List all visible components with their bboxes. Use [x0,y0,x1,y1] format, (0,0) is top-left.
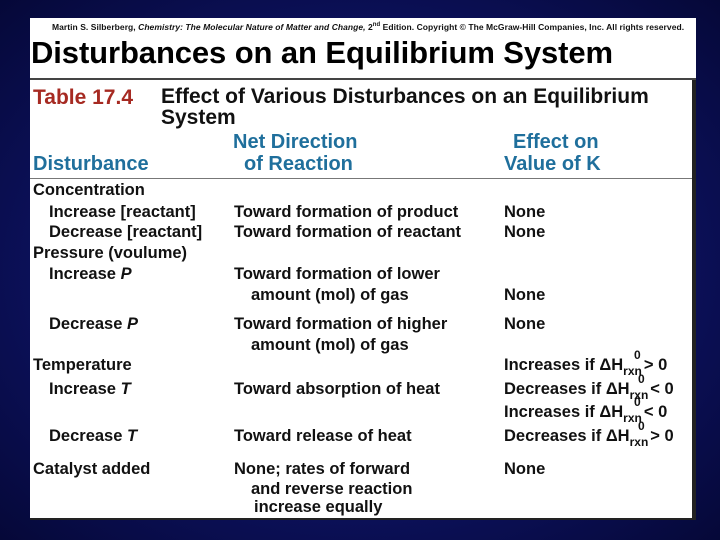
copyright-author: Martin S. Silberberg, [52,22,139,32]
row-decrease-reactant-direction: Toward formation of reactant [234,223,462,241]
row-decrease-reactant-effect: None [504,223,546,241]
table-label: Table 17.4 [33,86,133,109]
pressure-variable: P [120,265,132,283]
enthalpy-subscript: rxn [629,435,649,449]
row-pressure: Pressure (voulume) [33,244,188,262]
effect-text: Decreases if ΔH [504,427,630,445]
effect-text: Increases if ΔH [504,403,624,421]
row-decrease-temperature-direction: Toward release of heat [234,427,412,445]
row-decrease-temperature: Decrease T [49,426,137,446]
pressure-variable: P [127,315,139,333]
temperature-effect-2: Decreases if ΔHrxn 0 < 0 [504,372,674,405]
decrease-pressure-label: Decrease [49,315,123,333]
row-increase-pressure-effect: None [504,286,546,304]
effect-text: Decreases if ΔH [504,380,630,398]
temperature-effect-4: Decreases if ΔHrxn 0 > 0 [504,419,674,452]
temperature-variable: T [127,427,138,445]
row-increase-reactant-effect: None [504,203,546,221]
increase-temperature-label: Increase [49,380,116,398]
effect-condition: > 0 [650,427,674,445]
row-decrease-pressure-direction-line1: Toward formation of higher [234,315,448,333]
enthalpy-superscript: 0 [638,372,645,386]
row-increase-pressure: Increase P [49,264,132,284]
row-catalyst: Catalyst added [33,460,151,478]
row-catalyst-direction-line2: and reverse reaction [251,480,413,498]
enthalpy-subscript: rxn [629,388,649,402]
slide: Martin S. Silberberg, Chemistry: The Mol… [30,18,696,520]
effect-condition: < 0 [643,403,668,421]
temperature-effect-3: Increases if ΔHrxn 0 < 0 [504,395,668,428]
column-header-effect-line1: Effect on [513,131,599,153]
table-top-rule [30,78,696,80]
row-decrease-pressure-effect: None [504,315,546,333]
copyright-book-title: Chemistry: The Molecular Nature of Matte… [138,22,369,32]
effect-condition: > 0 [643,356,668,374]
row-temperature: Temperature [33,356,132,374]
temperature-effect-1: Increases if ΔHrxn 0 > 0 [504,348,668,381]
effect-text: Increases if ΔH [504,356,624,374]
row-decrease-pressure: Decrease P [49,314,138,334]
enthalpy-subscript: rxn [623,364,642,378]
row-concentration: Concentration [33,181,145,199]
slide-heading: Disturbances on an Equilibrium System [31,35,613,70]
row-catalyst-direction-line1: None; rates of forward [234,460,411,478]
decrease-temperature-label: Decrease [49,427,123,445]
row-increase-temperature: Increase T [49,379,131,399]
enthalpy-superscript: 0 [634,395,641,409]
table-right-border [692,80,696,520]
enthalpy-superscript: 0 [638,419,645,433]
effect-condition: < 0 [650,380,674,398]
row-increase-reactant: Increase [reactant] [49,203,196,221]
enthalpy-subscript: rxn [623,411,642,425]
increase-pressure-label: Increase [49,265,116,283]
enthalpy-superscript: 0 [634,348,641,362]
copyright-edition-number: 2 [368,22,373,32]
table-title: Effect of Various Disturbances on an Equ… [161,85,649,129]
row-catalyst-direction-line3: increase equally [254,498,383,516]
row-increase-temperature-direction: Toward absorption of heat [234,380,440,398]
row-increase-reactant-direction: Toward formation of product [234,203,459,221]
row-increase-pressure-direction-line2: amount (mol) of gas [251,286,409,304]
row-increase-pressure-direction-line1: Toward formation of lower [234,265,440,283]
column-header-disturbance: Disturbance [33,153,149,175]
row-catalyst-effect: None [504,460,546,478]
temperature-variable: T [120,380,131,398]
copyright-edition-suffix: nd [372,22,381,29]
header-divider [30,178,696,179]
column-header-direction-line2: of Reaction [244,153,353,175]
table-bottom-border [30,518,696,520]
copyright-line: Martin S. Silberberg, Chemistry: The Mol… [52,22,684,32]
row-decrease-reactant: Decrease [reactant] [49,223,203,241]
column-header-effect-line2: Value of K [504,153,601,175]
column-header-direction-line1: Net Direction [233,131,358,153]
row-decrease-pressure-direction-line2: amount (mol) of gas [251,336,409,354]
copyright-notice: Edition. Copyright © The McGraw-Hill Com… [380,22,685,32]
